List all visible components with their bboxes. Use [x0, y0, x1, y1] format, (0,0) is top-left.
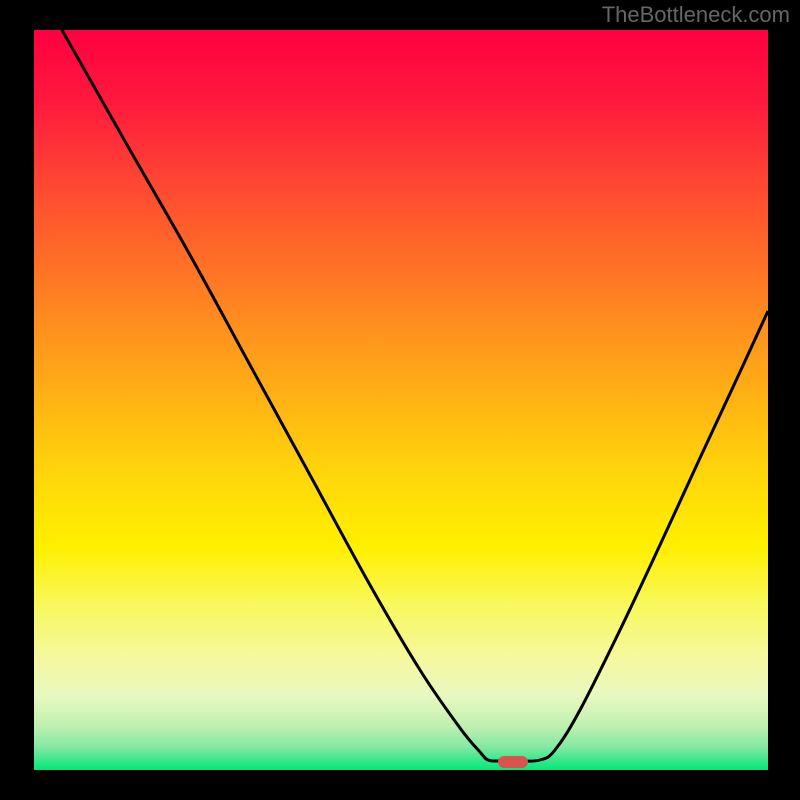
- optimal-marker: [498, 756, 528, 768]
- bottleneck-chart: [0, 0, 800, 800]
- plot-background: [34, 30, 768, 770]
- watermark-text: TheBottleneck.com: [602, 2, 790, 28]
